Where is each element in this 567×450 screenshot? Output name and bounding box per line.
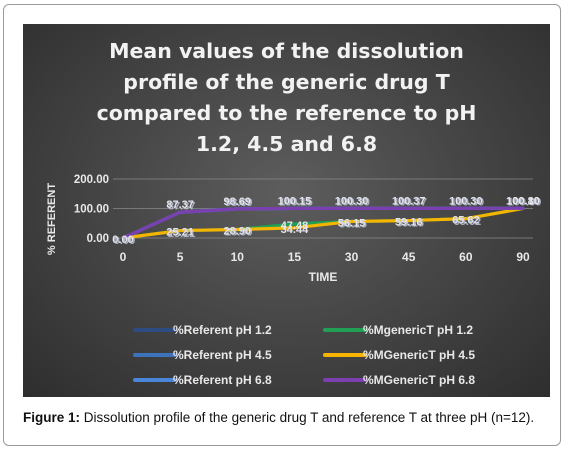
- data-label: 100.30: [336, 197, 370, 209]
- data-label: 59.16: [396, 218, 424, 230]
- line-chart: 0.00 100.00 200.00 0 5 10 15 30 45 60 90 TIME % REFE…: [46, 174, 542, 387]
- data-label: 100.80: [506, 195, 540, 207]
- data-label: 87.37: [166, 199, 194, 211]
- x-tick-label: 0: [120, 250, 127, 264]
- data-label: 100.15: [278, 195, 312, 207]
- chart-title-line: Mean values of the dissolution: [109, 39, 464, 63]
- data-label: 65.62: [454, 216, 482, 228]
- data-label: 100.30: [449, 195, 483, 207]
- data-label: 100.15: [279, 197, 313, 209]
- data-label: 59.16: [395, 217, 423, 229]
- data-label: 87.37: [168, 200, 196, 212]
- data-label: 100.30: [451, 197, 485, 209]
- data-label: 47.48: [281, 220, 309, 232]
- data-label: 25.21: [166, 227, 194, 239]
- chart-title-line: profile of the generic drug T: [123, 70, 450, 94]
- legend-label: %MgenericT pH 1.2: [363, 323, 473, 337]
- series-line: [121, 206, 525, 240]
- chart-area: Mean values of the dissolution profile o…: [23, 24, 550, 397]
- data-label: 65.62: [452, 215, 480, 227]
- legend-label: %MGenericT pH 6.8: [363, 373, 475, 387]
- data-label: 56.15: [338, 217, 366, 229]
- figure-frame: Mean values of the dissolution profile o…: [3, 4, 561, 446]
- data-label: 0.00: [112, 234, 133, 246]
- data-label: 100.37: [393, 197, 427, 209]
- y-axis-title: % REFERENT: [46, 183, 58, 255]
- data-label: 28.90: [224, 225, 252, 237]
- x-tick-label: 60: [459, 250, 473, 264]
- chart-title-line: 1.2, 4.5 and 6.8: [195, 132, 378, 156]
- data-label: 100.30: [335, 195, 369, 207]
- data-label: 100.80: [508, 196, 542, 208]
- data-label: 98.69: [225, 197, 253, 209]
- legend-label: %MGenericT pH 4.5: [363, 348, 475, 362]
- x-axis-title: TIME: [309, 270, 338, 284]
- legend-label: %Referent pH 6.8: [173, 373, 272, 387]
- x-tick-label: 5: [177, 250, 184, 264]
- figure-caption-text: Dissolution profile of the generic drug …: [80, 410, 535, 425]
- y-tick-label: 0.00: [87, 233, 109, 245]
- legend-label: %Referent pH 1.2: [173, 323, 272, 337]
- x-tick-label: 15: [288, 250, 302, 264]
- data-label: 25.21: [168, 228, 196, 240]
- x-tick-label: 90: [516, 250, 530, 264]
- y-tick-label: 100.00: [74, 204, 109, 216]
- data-label: 100.37: [392, 195, 426, 207]
- data-label: 100.10: [506, 195, 540, 207]
- data-label: 28.90: [225, 227, 253, 239]
- x-tick-label: 10: [231, 250, 245, 264]
- figure-caption: Figure 1: Dissolution profile of the gen…: [23, 409, 551, 426]
- data-label: 56.15: [339, 219, 367, 231]
- data-label: 34.44: [281, 224, 309, 236]
- series-line: [121, 206, 525, 240]
- chart-title-line: compared to the reference to pH: [96, 101, 477, 125]
- legend-label: %Referent pH 4.5: [173, 348, 272, 362]
- x-tick-label: 30: [345, 250, 359, 264]
- x-tick-label: 45: [402, 250, 416, 264]
- chart-title: Mean values of the dissolution profile o…: [23, 36, 550, 160]
- data-label: 98.69: [224, 196, 252, 208]
- figure-label: Figure 1:: [23, 410, 81, 425]
- data-label: 0.00: [114, 235, 135, 247]
- y-tick-label: 200.00: [74, 174, 109, 186]
